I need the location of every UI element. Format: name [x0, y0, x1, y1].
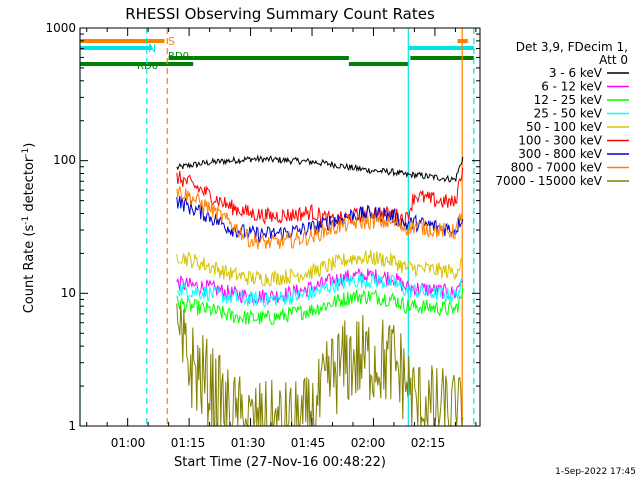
legend-label: 12 - 25 keV: [534, 93, 603, 107]
series-line: [176, 288, 464, 326]
y-axis-label: Count Rate (s-1 detector-1): [21, 143, 37, 314]
legend-header: Att 0: [599, 53, 628, 67]
series-lines: [176, 154, 464, 428]
legend-label: 800 - 7000 keV: [511, 161, 603, 175]
x-axis-tick-labels: 01:00 01:15 01:30 01:45 02:00 02:15: [111, 436, 446, 450]
series-line: [176, 167, 464, 229]
y-tick-label: 10: [61, 286, 76, 300]
y-axis-label-sup: -1: [21, 216, 31, 225]
legend-header: Det 3,9, FDecim 1,: [516, 40, 628, 54]
x-tick-label: 01:30: [231, 436, 266, 450]
plot-frame: [79, 27, 481, 427]
flag-label-rd6: RD6: [137, 61, 158, 72]
y-axis-label-part: Count Rate (s: [22, 225, 37, 314]
y-axis-label-sup: -1: [21, 148, 31, 157]
timestamp: 1-Sep-2022 17:45: [555, 467, 636, 477]
flag-labels: S N RD0 RD6: [137, 35, 189, 72]
y-axis-tick-labels: 1000 100 10 1: [45, 21, 76, 433]
x-axis-ticks: [86, 28, 477, 426]
flag-label-n: N: [148, 42, 156, 55]
y-axis-label-part: detector: [22, 156, 37, 216]
x-tick-label: 02:00: [351, 436, 386, 450]
series-line: [176, 250, 464, 287]
y-tick-label: 100: [53, 153, 76, 167]
y-axis-label-part: ): [22, 143, 37, 148]
chart-title: RHESSI Observing Summary Count Rates: [125, 5, 435, 23]
y-axis-ticks: [80, 33, 480, 427]
series-line: [176, 195, 464, 243]
series-line: [176, 186, 464, 250]
x-tick-label: 02:15: [411, 436, 446, 450]
x-tick-label: 01:15: [171, 436, 206, 450]
y-tick-label: 1: [68, 419, 76, 433]
legend-label: 7000 - 15000 keV: [495, 174, 602, 188]
flag-label-s: S: [168, 35, 175, 48]
flag-label-rd0: RD0: [168, 51, 189, 62]
legend-label: 50 - 100 keV: [526, 120, 603, 134]
flag-bars: [80, 39, 474, 66]
x-axis-label: Start Time (27-Nov-16 00:48:22): [174, 455, 386, 470]
series-line: [176, 154, 464, 183]
series-line: [176, 303, 464, 428]
legend-label: 3 - 6 keV: [549, 66, 603, 80]
x-tick-label: 01:45: [291, 436, 326, 450]
series-line: [176, 272, 464, 308]
x-tick-label: 01:00: [111, 436, 146, 450]
legend-label: 25 - 50 keV: [534, 107, 603, 121]
legend-label: 300 - 800 keV: [518, 147, 602, 161]
series-line: [176, 267, 464, 306]
y-tick-label: 1000: [45, 21, 76, 35]
legend-label: 100 - 300 keV: [518, 134, 602, 148]
legend-label: 6 - 12 keV: [541, 80, 603, 94]
